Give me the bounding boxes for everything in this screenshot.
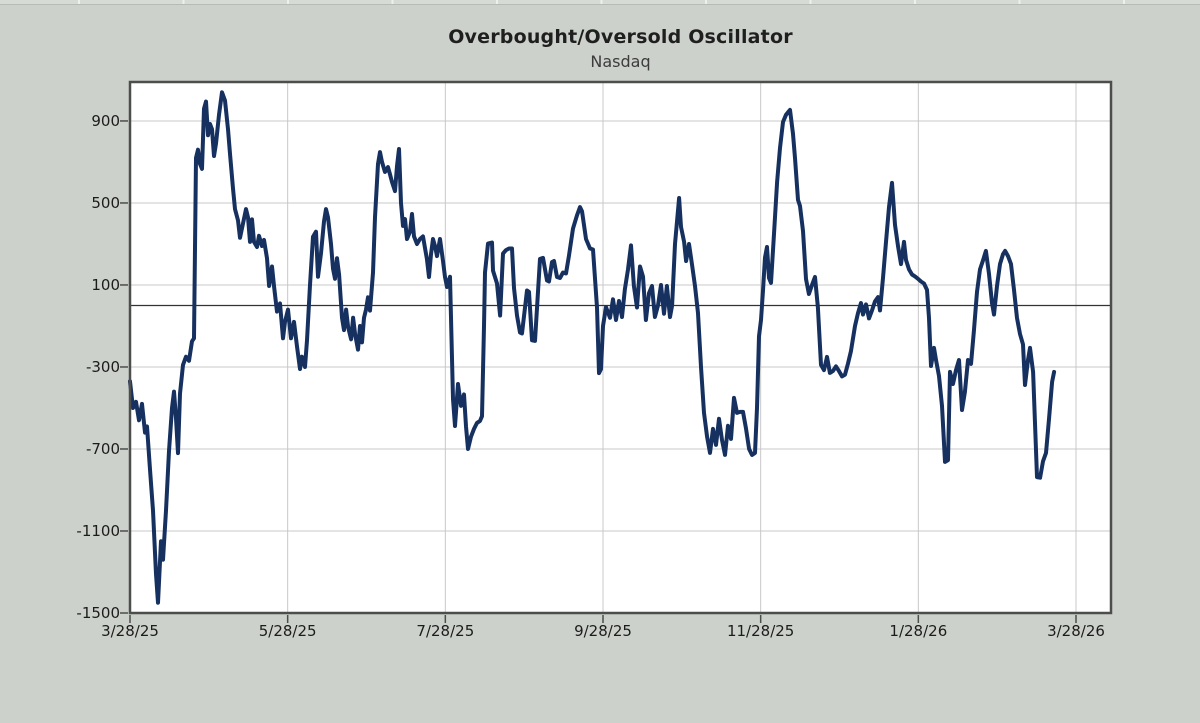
y-axis-tick-label: 100 bbox=[91, 275, 120, 294]
x-axis-tick-label: 7/28/25 bbox=[416, 622, 475, 640]
y-axis-tick-label: -700 bbox=[85, 439, 120, 458]
x-axis-tick-label: 11/28/25 bbox=[726, 622, 795, 640]
x-axis-tick-label: 3/28/25 bbox=[101, 622, 159, 640]
plot-area bbox=[120, 80, 1113, 623]
y-axis-tick-label: 900 bbox=[91, 111, 120, 130]
y-axis-tick-label: -1500 bbox=[76, 604, 120, 622]
chart-title: Overbought/Oversold Oscillator bbox=[448, 26, 793, 48]
y-axis-tick-label: 500 bbox=[91, 193, 120, 212]
x-axis-tick-label: 9/28/25 bbox=[574, 622, 632, 640]
oscillator-series-line bbox=[128, 90, 1057, 605]
y-axis-tick-label: -300 bbox=[85, 357, 120, 376]
x-axis-tick-label: 5/28/25 bbox=[258, 622, 317, 640]
plot-border bbox=[128, 80, 1113, 615]
oscillator-line-chart bbox=[120, 80, 1113, 623]
y-axis-tick-label: -1100 bbox=[76, 521, 120, 540]
chart-subtitle: Nasdaq bbox=[590, 52, 651, 71]
spreadsheet-cells-strip bbox=[0, 0, 1200, 5]
x-axis-tick-label: 1/28/26 bbox=[889, 622, 948, 640]
x-axis-tick-label: 3/28/26 bbox=[1047, 622, 1105, 640]
